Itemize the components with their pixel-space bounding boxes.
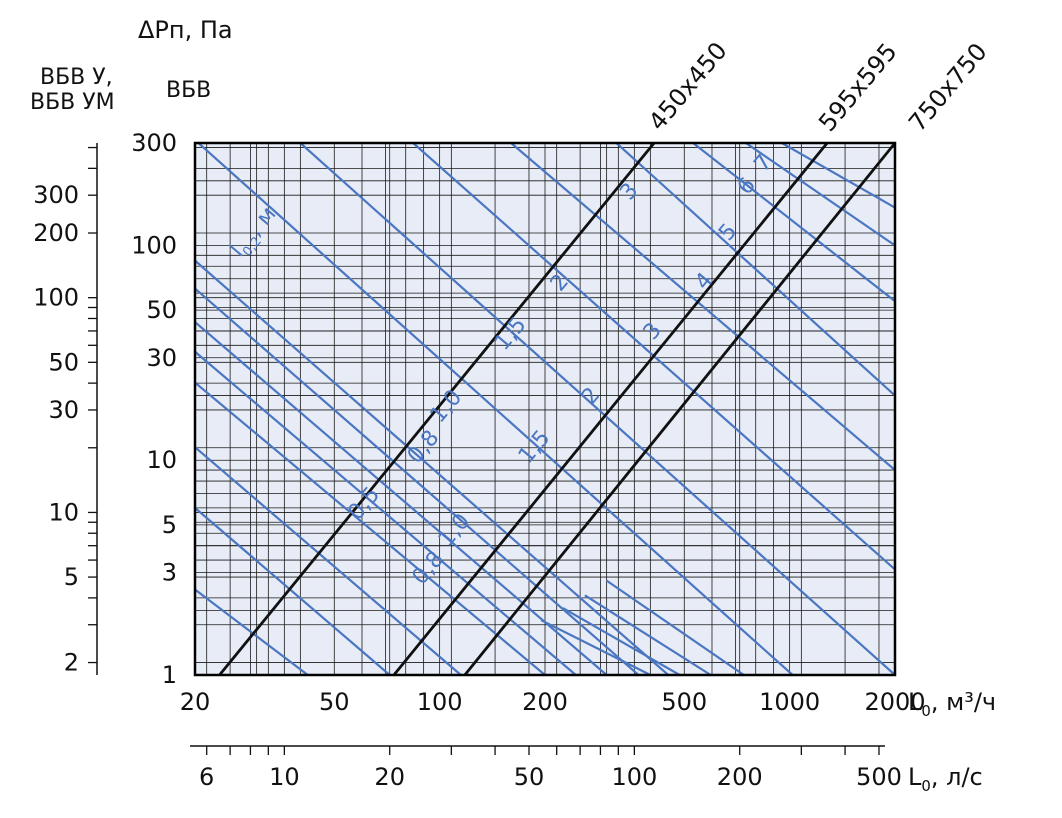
secondary-x-tick-label: 100 bbox=[611, 763, 657, 791]
y-axis-inner-header: ВБВ bbox=[166, 78, 211, 103]
size-label: 595x595 bbox=[813, 38, 902, 137]
throw-line bbox=[195, 588, 309, 675]
throw-line bbox=[196, 143, 794, 675]
x-axis-label: L0, м³/ч bbox=[908, 688, 996, 720]
throw-line bbox=[584, 594, 712, 675]
secondary-x-tick-label: 200 bbox=[717, 763, 763, 791]
y-inner-tick-label: 300 bbox=[131, 129, 177, 157]
secondary-x-tick-label: 10 bbox=[269, 763, 300, 791]
size-line bbox=[463, 143, 895, 675]
throw-distance-lines bbox=[195, 143, 895, 675]
plot-frame bbox=[193, 141, 897, 677]
throw-line bbox=[510, 143, 895, 471]
throw-line bbox=[781, 143, 895, 209]
y-outer-tick-label: 200 bbox=[33, 219, 79, 247]
size-label: 450x450 bbox=[643, 37, 732, 136]
x-tick-label: 20 bbox=[180, 688, 211, 716]
x-tick-label: 100 bbox=[417, 688, 463, 716]
y-outer-tick-label: 2 bbox=[64, 649, 79, 677]
throw-line bbox=[195, 507, 391, 675]
x-tick-label: 2000 bbox=[864, 688, 925, 716]
grid-lines bbox=[195, 143, 895, 675]
throw-line bbox=[606, 579, 745, 675]
y-outer-tick-label: 5 bbox=[64, 563, 79, 591]
y-outer-tick-label: 10 bbox=[48, 498, 79, 526]
size-line bbox=[218, 143, 656, 675]
y-axis-outer-header-line1: ВБВ У, bbox=[40, 65, 113, 90]
y-outer-tick-label: 300 bbox=[33, 181, 79, 209]
size-line bbox=[392, 143, 829, 675]
y-outer-tick-label: 100 bbox=[33, 284, 79, 312]
secondary-x-axis-label: L0, л/с bbox=[908, 763, 983, 795]
size-label: 750x750 bbox=[903, 38, 992, 137]
chart-title: ΔPп, Па bbox=[138, 16, 233, 44]
y-inner-tick-label: 3 bbox=[162, 559, 177, 587]
throw-line bbox=[195, 259, 669, 675]
x-tick-label: 50 bbox=[319, 688, 350, 716]
y-outer-tick-label: 50 bbox=[48, 348, 79, 376]
throw-line bbox=[195, 446, 462, 675]
throw-line bbox=[692, 143, 895, 303]
diffuser-size-labels: 450x450 595x595 750x750 bbox=[643, 37, 992, 137]
secondary-x-tick-label: 20 bbox=[374, 763, 405, 791]
throw-line bbox=[562, 607, 681, 675]
secondary-x-tick-label: 6 bbox=[199, 763, 214, 791]
throw-line bbox=[195, 287, 640, 675]
y-inner-tick-label: 50 bbox=[146, 296, 177, 324]
secondary-x-tick-label: 500 bbox=[856, 763, 902, 791]
y-outer-tick-label: 30 bbox=[48, 396, 79, 424]
y-inner-tick-label: 30 bbox=[146, 344, 177, 372]
throw-line bbox=[540, 619, 651, 675]
throw-line bbox=[615, 143, 895, 397]
y-inner-tick-label: 10 bbox=[146, 446, 177, 474]
y-inner-tick-label: 1 bbox=[162, 661, 177, 689]
y-axis-outer-header-line2: ВБВ УМ bbox=[30, 90, 115, 115]
throw-line bbox=[195, 381, 546, 675]
throw-line bbox=[299, 143, 895, 675]
throw-line bbox=[195, 321, 608, 675]
y-inner-tick-label: 5 bbox=[162, 511, 177, 539]
chart-headers: ΔPп, Па ВБВ У, ВБВ УМ ВБВ bbox=[30, 16, 233, 115]
secondary-x-tick-label: 50 bbox=[514, 763, 545, 791]
y-inner-tick-label: 100 bbox=[131, 231, 177, 259]
x-tick-label: 200 bbox=[522, 688, 568, 716]
x-tick-label: 1000 bbox=[759, 688, 820, 716]
diffuser-size-lines bbox=[218, 143, 895, 675]
throw-line bbox=[195, 350, 577, 675]
throw-line bbox=[745, 143, 895, 247]
x-tick-label: 500 bbox=[661, 688, 707, 716]
